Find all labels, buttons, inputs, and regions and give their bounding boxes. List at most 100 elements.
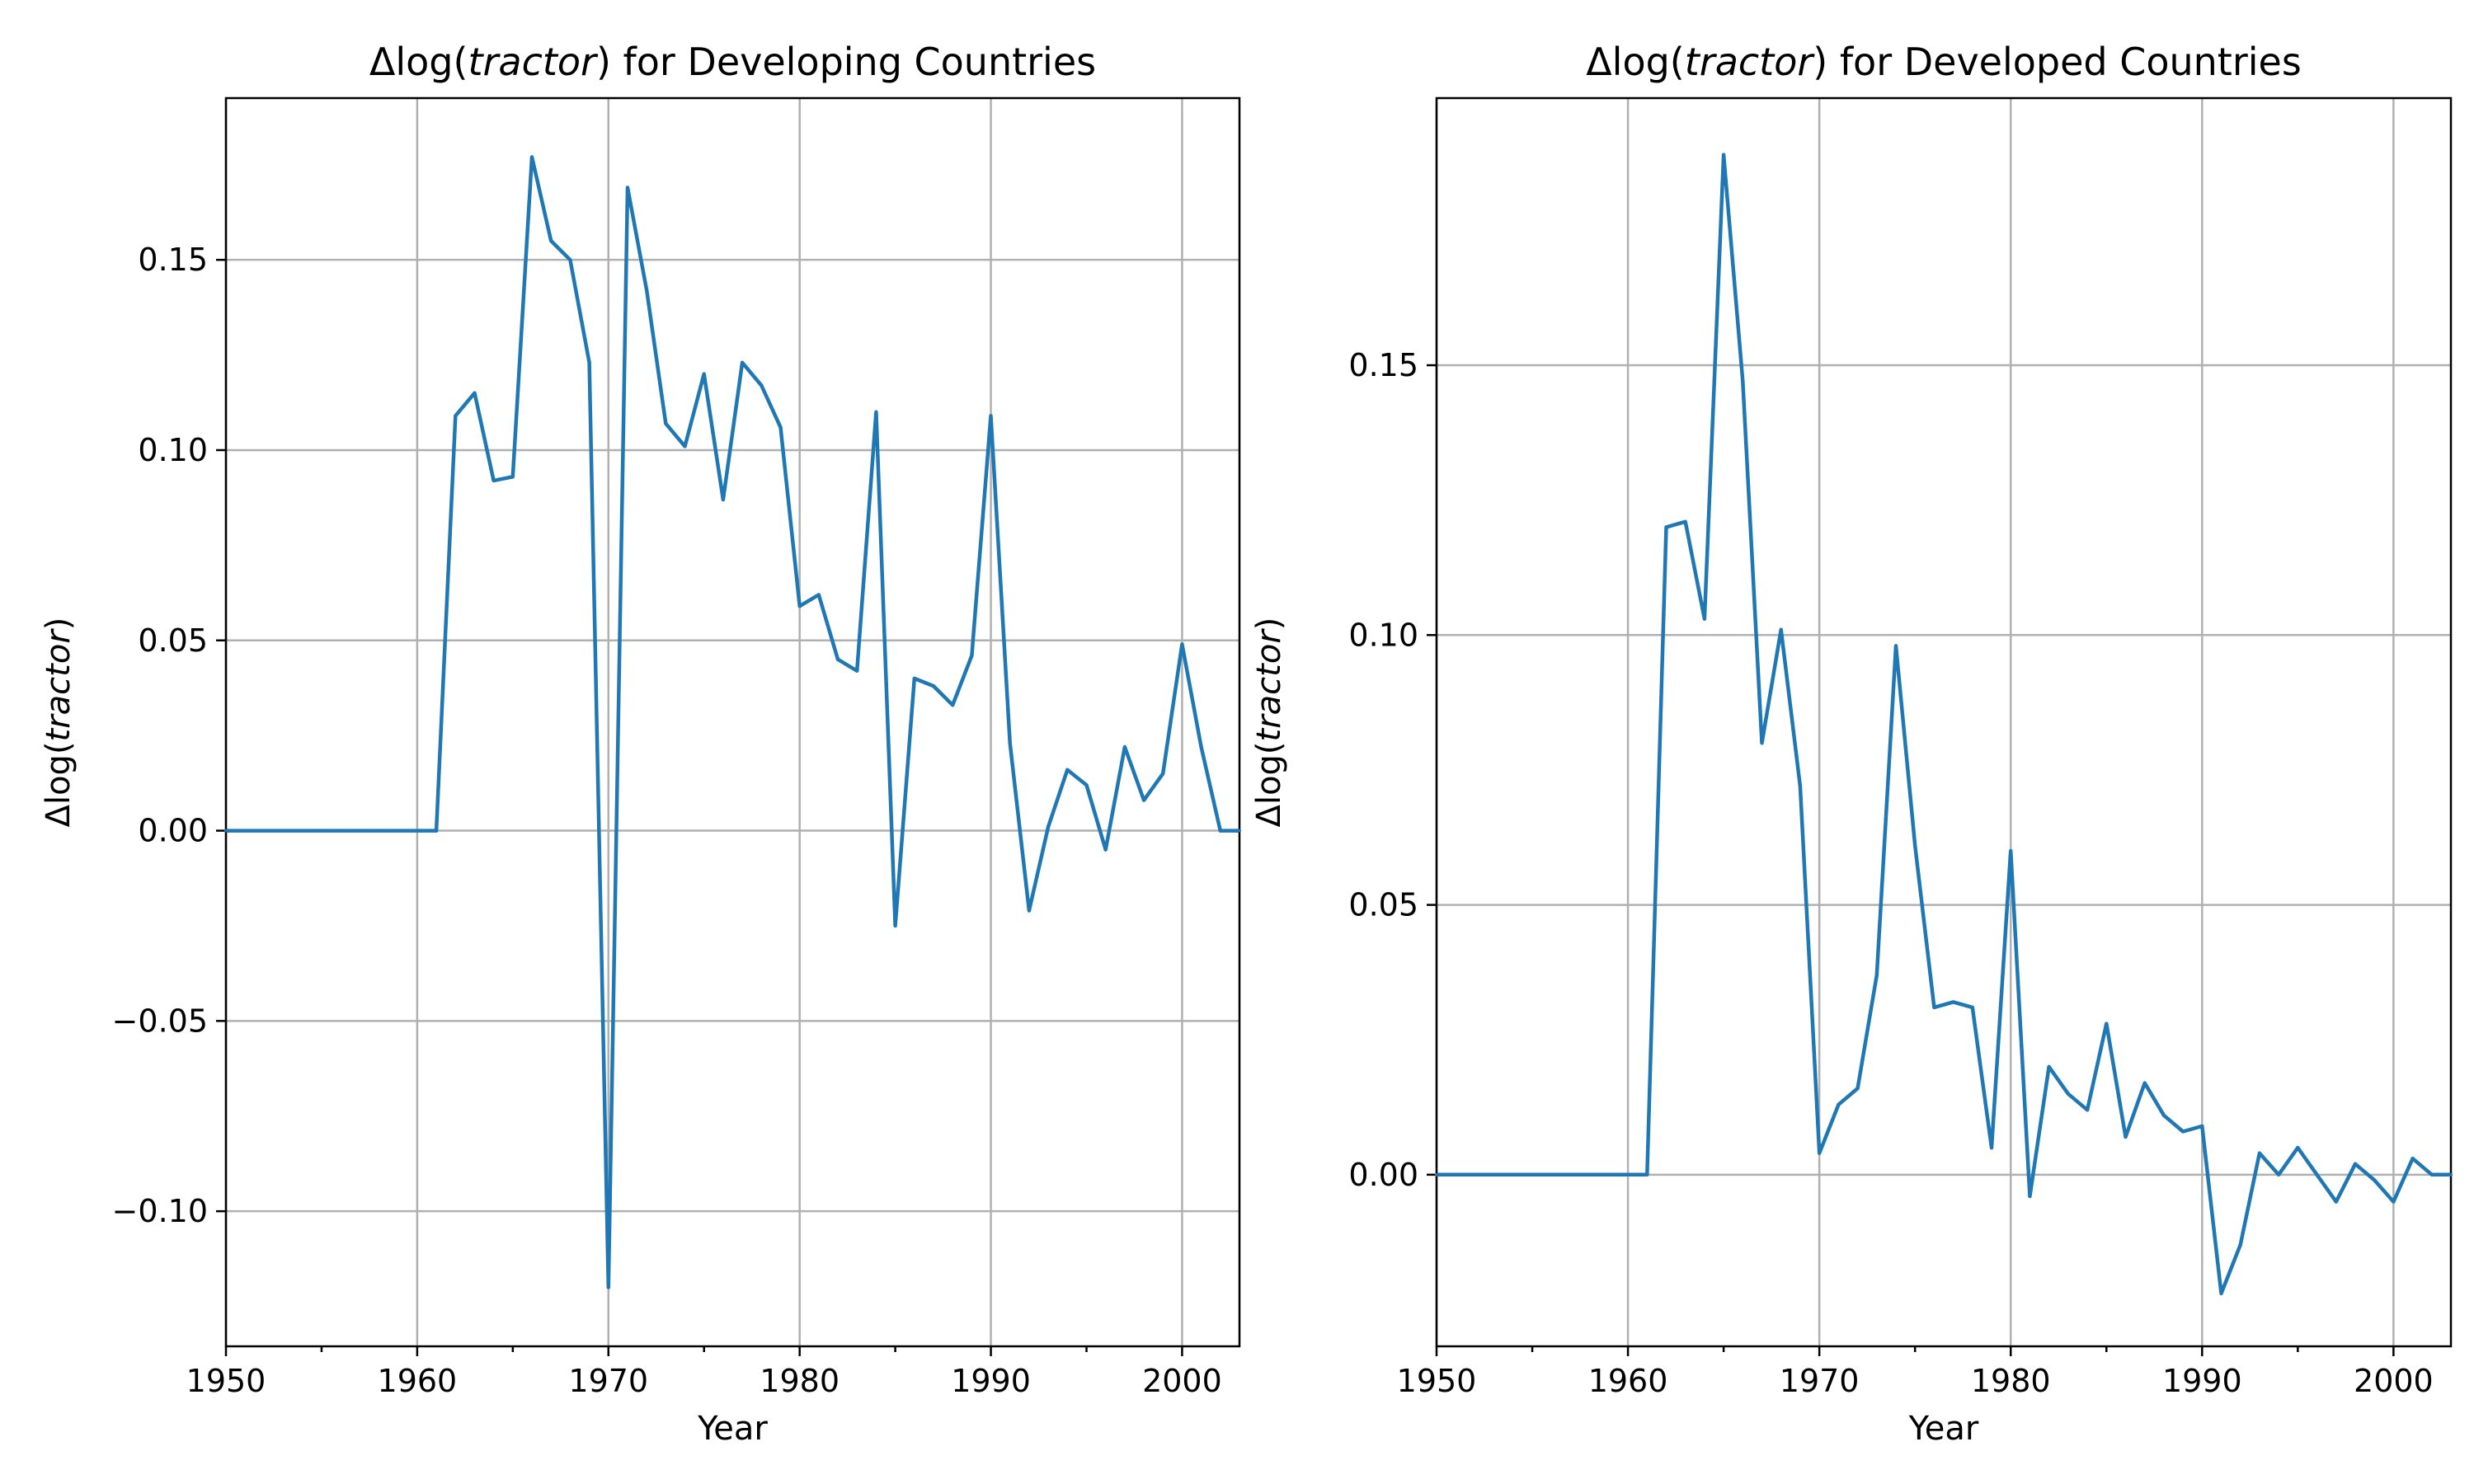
chart-panel-developed: 1950 1960 1970 1980 1990 2000 0.00 0.05 0.10 0.15…	[1250, 40, 2453, 1448]
data-point	[281, 829, 285, 833]
data-point	[836, 657, 840, 661]
y-axis-label-developing: Δlog(tractor)	[40, 618, 78, 828]
x-tick-label: 2000	[1142, 1363, 1222, 1399]
data-point	[951, 703, 955, 707]
data-point	[587, 360, 591, 364]
data-point	[358, 829, 362, 833]
data-point	[2047, 1064, 2051, 1068]
data-point	[1837, 1102, 1841, 1106]
data-point	[1722, 153, 1726, 157]
data-point	[1856, 1087, 1860, 1091]
data-point	[1550, 1172, 1554, 1176]
data-point	[2373, 1178, 2377, 1182]
data-point	[1702, 617, 1706, 621]
data-point	[1587, 1172, 1592, 1176]
data-point	[664, 421, 668, 425]
data-point	[989, 414, 993, 418]
data-point	[1569, 1172, 1573, 1176]
title-suffix: ) for Developed Countries	[1813, 40, 2302, 84]
data-point	[1531, 1172, 1535, 1176]
data-point	[224, 829, 228, 833]
data-point	[2392, 1200, 2396, 1204]
data-point	[2449, 1172, 2453, 1176]
data-point	[1606, 1172, 1611, 1176]
y-tick-label: −0.05	[112, 1003, 208, 1039]
data-point	[2086, 1108, 2090, 1112]
y-tick-label: 0.10	[1348, 617, 1418, 653]
data-point	[797, 604, 802, 608]
x-tick-label: 1950	[1397, 1363, 1477, 1399]
data-point	[300, 829, 304, 833]
y-tick-label: 0.15	[138, 242, 208, 278]
data-point	[2219, 1291, 2223, 1295]
data-point	[970, 654, 974, 658]
data-point	[319, 829, 323, 833]
data-point	[454, 414, 458, 418]
data-point	[1645, 1172, 1649, 1176]
x-axis-label-developing: Year	[697, 1410, 768, 1448]
data-point	[2066, 1092, 2070, 1096]
axes-frame-developing	[224, 96, 1241, 1348]
x-tick-label: 1950	[186, 1363, 266, 1399]
y-tick-label: 0.05	[1348, 887, 1418, 923]
data-point	[473, 391, 477, 395]
data-points-developing	[224, 155, 1241, 1289]
data-point	[2142, 1081, 2147, 1085]
data-point	[2429, 1172, 2434, 1176]
data-point	[760, 383, 764, 387]
data-point	[1084, 783, 1089, 787]
y-tick-label: 0.10	[138, 432, 208, 468]
data-point	[606, 1285, 610, 1289]
data-point	[2181, 1129, 2185, 1134]
data-point	[778, 425, 783, 430]
data-point	[1161, 772, 1165, 776]
y-tick-label: 0.00	[1348, 1157, 1418, 1193]
data-point	[1008, 741, 1012, 745]
x-axis-label-developed: Year	[1908, 1410, 1979, 1448]
x-tick-label: 1990	[951, 1363, 1031, 1399]
data-point	[2411, 1157, 2415, 1161]
chart-title-developing: Δlog(tractor) for Developing Countries	[369, 40, 1096, 84]
title-prefix: Δlog(	[1586, 40, 1685, 84]
title-suffix: ) for Developing Countries	[596, 40, 1096, 84]
data-point	[2028, 1195, 2032, 1199]
data-point	[1779, 627, 1783, 632]
ticks-developed: 1950 1960 1970 1980 1990 2000 0.00 0.05 0.10 0.15	[1348, 347, 2433, 1399]
data-point	[2200, 1124, 2204, 1128]
data-point	[1473, 1172, 1477, 1176]
data-point	[1626, 1172, 1630, 1176]
data-point	[243, 829, 247, 833]
data-point	[2009, 849, 2013, 853]
data-point	[816, 593, 821, 597]
data-point	[415, 829, 419, 833]
data-point	[1492, 1172, 1496, 1176]
data-point	[1798, 784, 1802, 788]
data-point	[1065, 768, 1070, 772]
data-point	[931, 684, 935, 688]
data-points-developed	[1435, 153, 2453, 1295]
data-point	[2334, 1200, 2338, 1204]
data-point	[1818, 1151, 1822, 1155]
data-point	[1180, 642, 1184, 646]
data-point	[741, 360, 745, 364]
x-tick-label: 1970	[1780, 1363, 1860, 1399]
series-line-developed	[1437, 153, 2451, 1296]
data-point	[625, 186, 629, 190]
data-point	[1454, 1172, 1458, 1176]
x-tick-label: 1980	[1971, 1363, 2051, 1399]
data-point	[568, 258, 572, 262]
title-prefix: Δlog(	[369, 40, 468, 84]
data-point	[1511, 1172, 1515, 1176]
data-point	[492, 478, 496, 482]
data-point	[396, 829, 400, 833]
data-point	[1970, 1005, 1974, 1009]
ticks-developing: 1950 1960 1970 1980 1990 2000 −0.10 −0.05 0.00 0.…	[112, 242, 1222, 1399]
data-point	[1238, 829, 1241, 833]
chart-title-developed: Δlog(tractor) for Developed Countries	[1586, 40, 2302, 84]
axes-frame-developed	[1435, 96, 2453, 1348]
x-tick-label: 1960	[1588, 1363, 1668, 1399]
series-line-developing	[226, 155, 1239, 1289]
data-point	[1664, 525, 1668, 529]
